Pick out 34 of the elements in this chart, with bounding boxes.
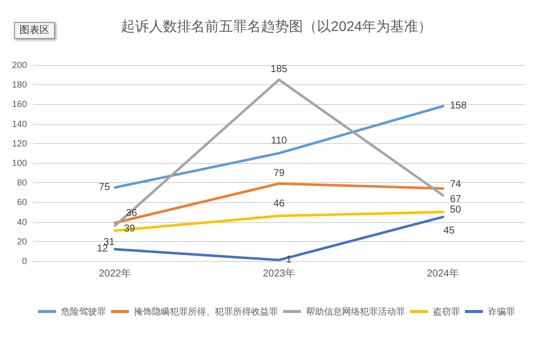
chart-title: 起诉人数排名前五罪名趋势图（以2024年为基准） bbox=[120, 18, 432, 34]
y-tick-label: 0 bbox=[22, 256, 27, 266]
data-label: 74 bbox=[450, 178, 462, 190]
y-tick-label: 200 bbox=[12, 60, 27, 70]
data-label: 75 bbox=[98, 182, 110, 193]
legend-label: 帮助信息网络犯罪活动罪 bbox=[306, 306, 405, 316]
text: 图表区 bbox=[20, 24, 50, 36]
data-label: 158 bbox=[450, 100, 468, 112]
data-label: 45 bbox=[443, 225, 455, 236]
legend-label: 诈骗罪 bbox=[488, 306, 515, 316]
x-tick-label: 2023年 bbox=[262, 268, 296, 280]
y-tick-label: 180 bbox=[12, 80, 27, 90]
data-label: 185 bbox=[270, 64, 288, 76]
y-tick-label: 100 bbox=[12, 158, 27, 168]
legend-label: 掩饰隐瞒犯罪所得、犯罪所得收益罪 bbox=[134, 306, 278, 316]
data-label: 50 bbox=[450, 204, 462, 216]
y-tick-label: 160 bbox=[12, 99, 27, 110]
data-label: 110 bbox=[271, 136, 288, 147]
y-tick-label: 60 bbox=[16, 197, 27, 208]
y-tick-label: 80 bbox=[16, 178, 27, 188]
y-tick-label: 20 bbox=[16, 236, 27, 246]
y-tick-label: 140 bbox=[12, 118, 27, 129]
legend-label: 盗窃罪 bbox=[433, 306, 460, 316]
data-label: 12 bbox=[96, 244, 108, 255]
data-label: 36 bbox=[126, 208, 138, 220]
y-tick-label: 120 bbox=[12, 138, 27, 148]
data-label: 39 bbox=[124, 223, 136, 234]
x-tick-label: 2022年 bbox=[98, 268, 132, 280]
x-tick-label: 2024年 bbox=[426, 268, 460, 280]
y-tick-label: 40 bbox=[16, 216, 27, 227]
data-label: 67 bbox=[450, 194, 462, 205]
legend-label: 危险驾驶罪 bbox=[61, 306, 106, 316]
data-label: 46 bbox=[273, 198, 285, 210]
data-label: 79 bbox=[273, 168, 285, 180]
